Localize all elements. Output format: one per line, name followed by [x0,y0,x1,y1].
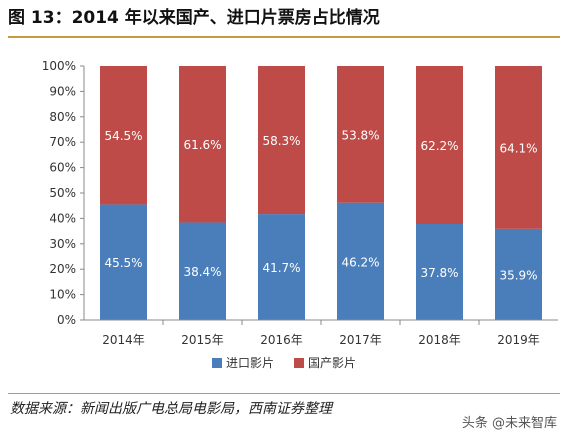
x-tick-label: 2018年 [418,333,461,347]
data-label: 38.4% [183,265,221,279]
data-label: 58.3% [262,134,300,148]
y-tick-label: 0% [57,313,76,327]
legend-label: 进口影片 [226,356,274,370]
y-tick-label: 10% [49,288,76,302]
legend-swatch [294,358,304,368]
source-rule [8,393,560,394]
data-label: 64.1% [499,141,537,155]
bar-segment [100,66,147,205]
bar-segment [258,66,305,215]
bar-segment [495,228,542,320]
data-label: 46.2% [341,255,379,269]
title-rule [8,36,560,38]
y-tick-label: 90% [49,84,76,98]
x-tick-label: 2016年 [260,333,303,347]
bar-segment [416,66,463,224]
data-label: 61.6% [183,138,221,152]
bar-segment [416,223,463,320]
data-label: 62.2% [420,139,458,153]
data-label: 54.5% [104,129,142,143]
source-note: 数据来源：新闻出版广电总局电影局，西南证券整理 [10,401,332,417]
bar-segment [100,204,147,320]
y-tick-label: 70% [49,135,76,149]
bar-segment [258,214,305,320]
x-tick-label: 2015年 [181,333,224,347]
bar-segment [337,202,384,320]
data-label: 45.5% [104,256,142,270]
legend-swatch [212,358,222,368]
y-tick-label: 80% [49,110,76,124]
bar-segment [337,66,384,203]
stacked-bar-chart: 45.5% 54.5% 38.4% 61.6% 41.7% 58.3% 46.2% 53.8%… [42,59,558,370]
figure-title: 图 13：2014 年以来国产、进口片票房占比情况 [8,8,380,28]
x-tick-label: 2017年 [339,333,382,347]
x-tick-label: 2019年 [497,333,540,347]
bar-segment [179,222,226,320]
data-label: 35.9% [499,268,537,282]
y-tick-label: 20% [49,262,76,276]
bar-segment [179,66,226,223]
data-label: 37.8% [420,266,458,280]
data-label: 53.8% [341,128,379,142]
y-tick-label: 30% [49,237,76,251]
y-tick-label: 60% [49,161,76,175]
legend-label: 国产影片 [308,356,356,370]
bar-segment [495,66,542,229]
y-tick-label: 50% [49,186,76,200]
x-tick-label: 2014年 [102,333,145,347]
y-tick-label: 40% [49,211,76,225]
watermark: 头条 @未来智库 [461,416,557,431]
y-tick-label: 100% [42,59,76,73]
data-label: 41.7% [262,261,300,275]
